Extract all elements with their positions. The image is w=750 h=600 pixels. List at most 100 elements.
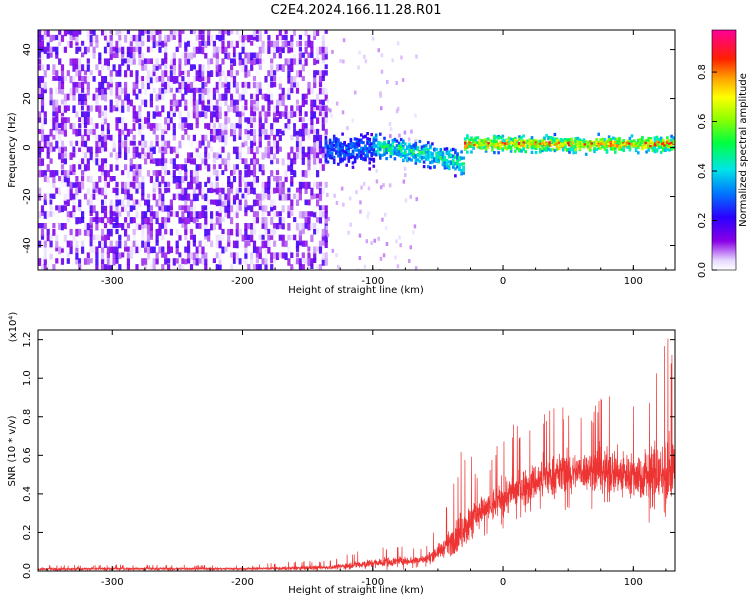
heatmap-cell [256, 158, 259, 164]
heatmap-cell [307, 182, 310, 189]
heatmap-cell [141, 141, 144, 148]
heatmap-cell [107, 35, 110, 43]
heatmap-cell [273, 76, 276, 81]
spectrogram-panel: -300 -200 -100 0 100-40-2002040 Height of st… [7, 29, 677, 296]
heatmap-cell [273, 176, 276, 181]
heatmap-cell [196, 247, 199, 254]
heatmap-cell [264, 252, 267, 258]
heatmap-cell [75, 47, 78, 54]
heatmap-cell [78, 182, 81, 190]
heatmap-cell [164, 252, 167, 258]
heatmap-cell [207, 70, 210, 76]
heatmap-cell [44, 200, 47, 206]
heatmap-cell [196, 35, 199, 41]
heatmap-cell [244, 235, 247, 240]
heatmap-cell [44, 211, 47, 219]
heatmap-cell [256, 264, 259, 270]
heatmap-cell [95, 94, 98, 100]
heatmap-cell [380, 106, 383, 110]
heatmap-cell [378, 48, 381, 52]
heatmap-cell [58, 223, 61, 230]
heatmap-cell [273, 200, 276, 206]
heatmap-cell [127, 235, 130, 241]
heatmap-cell [316, 158, 319, 163]
heatmap-cell [244, 170, 247, 177]
heatmap-cell [511, 142, 513, 144]
heatmap-cell [287, 152, 290, 159]
heatmap-cell [72, 147, 75, 153]
heatmap-cell [184, 70, 187, 76]
heatmap-cell [607, 143, 609, 145]
heatmap-cell [319, 264, 322, 270]
heatmap-cell [290, 111, 293, 118]
heatmap-cell [95, 211, 98, 219]
heatmap-cell [75, 188, 78, 196]
heatmap-cell [176, 258, 179, 263]
heatmap-cell [87, 117, 90, 125]
heatmap-cell [464, 142, 466, 144]
heatmap-cell [319, 182, 322, 187]
heatmap-cell [336, 102, 339, 106]
heatmap-cell [210, 111, 213, 118]
heatmap-cell [130, 41, 133, 46]
heatmap-cell [253, 117, 256, 122]
heatmap-cell [156, 200, 159, 207]
heatmap-cell [41, 76, 44, 83]
heatmap-cell [67, 94, 70, 101]
heatmap-cell [98, 35, 101, 40]
heatmap-cell [199, 182, 202, 188]
heatmap-cell [270, 252, 273, 259]
heatmap-cell [327, 233, 330, 237]
heatmap-cell [322, 41, 325, 46]
heatmap-cell [270, 64, 273, 70]
heatmap-cell [84, 47, 87, 55]
heatmap-cell [196, 111, 199, 117]
heatmap-cell [380, 185, 383, 189]
heatmap-cell [273, 252, 276, 258]
heatmap-cell [264, 152, 267, 157]
heatmap-cell [167, 205, 170, 211]
heatmap-cell [104, 94, 107, 102]
y-tick-label: 0.4 [22, 486, 33, 502]
heatmap-cell [133, 164, 136, 169]
heatmap-cell [199, 141, 202, 149]
heatmap-cell [95, 88, 98, 93]
heatmap-cell [110, 205, 113, 213]
heatmap-cell [187, 182, 190, 190]
heatmap-cell [224, 135, 227, 141]
heatmap-cell [296, 105, 299, 110]
heatmap-cell [221, 188, 224, 194]
heatmap-cell [210, 100, 213, 106]
heatmap-cell [167, 111, 170, 118]
heatmap-cell [302, 123, 305, 130]
heatmap-cell [366, 132, 369, 135]
heatmap-cell [47, 194, 50, 202]
heatmap-cell [87, 129, 90, 134]
heatmap-cell [93, 94, 96, 101]
heatmap-cell [429, 166, 432, 169]
heatmap-cell [307, 170, 310, 176]
snr-frame [38, 330, 675, 571]
heatmap-cell [84, 129, 87, 136]
heatmap-cell [90, 147, 93, 154]
heatmap-cell [305, 211, 308, 217]
heatmap-cell [296, 135, 299, 140]
x-tick-label: 0 [500, 577, 506, 588]
heatmap-cell [90, 176, 93, 183]
heatmap-cell [666, 136, 669, 139]
heatmap-cell [193, 176, 196, 184]
heatmap-cell [110, 247, 113, 253]
y-tick-label: 0.0 [22, 563, 33, 579]
heatmap-cell [64, 223, 67, 229]
heatmap-cell [98, 188, 101, 195]
heatmap-cell [193, 105, 196, 113]
heatmap-cell [563, 143, 565, 145]
heatmap-cell [264, 135, 267, 140]
heatmap-cell [199, 164, 202, 170]
heatmap-cell [130, 100, 133, 107]
heatmap-cell [290, 264, 293, 270]
heatmap-cell [322, 211, 325, 217]
heatmap-cell [273, 229, 276, 235]
heatmap-cell [233, 176, 236, 182]
heatmap-cell [262, 217, 265, 224]
